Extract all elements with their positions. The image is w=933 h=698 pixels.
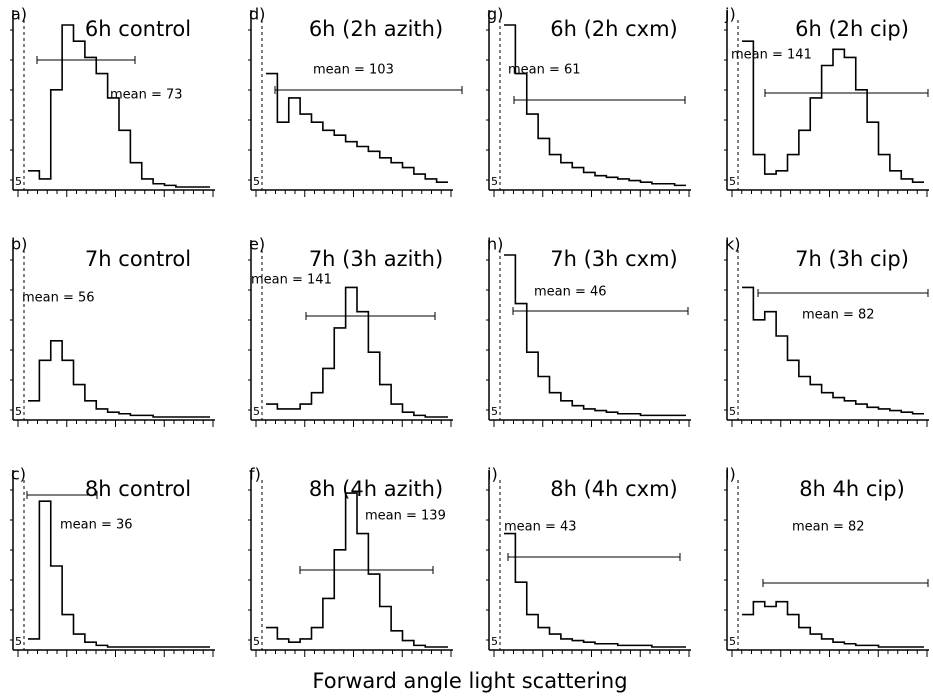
panel-title: 7h (3h cxm) [550, 247, 678, 271]
panel-label: l) [725, 465, 736, 484]
panel-title: 8h 4h cip) [799, 477, 905, 501]
panel-label: c) [11, 465, 26, 484]
corner-label: 5 [729, 175, 736, 188]
annotation: mean = 139 [365, 509, 446, 524]
histogram [504, 24, 686, 187]
histogram [266, 72, 448, 183]
panel-title: 8h (4h azith) [309, 477, 443, 501]
panel-title: 6h (2h cip) [795, 17, 909, 41]
corner-label: 5 [729, 405, 736, 418]
panel-label: e) [249, 235, 265, 254]
x-axis-label: Forward angle light scattering [312, 669, 627, 693]
histogram [266, 286, 448, 418]
annotation: mean = 103 [313, 63, 394, 78]
histogram [28, 340, 210, 418]
annotation: mean = 61 [508, 63, 581, 78]
histogram [742, 40, 924, 183]
panel-label: k) [725, 235, 741, 254]
corner-label: 5 [729, 635, 736, 648]
annotation: mean = 141 [251, 273, 332, 288]
panel-title: 6h (2h cxm) [550, 17, 678, 41]
panel-title: 7h (3h azith) [309, 247, 443, 271]
panel-label: d) [249, 5, 265, 24]
panel-label: j) [724, 5, 736, 24]
histogram [504, 532, 686, 648]
annotation: mean = 141 [731, 48, 812, 63]
histogram [28, 500, 210, 648]
histogram [742, 600, 924, 648]
panel-label: f) [249, 465, 261, 484]
panel-title: 7h control [85, 247, 191, 271]
corner-label: 5 [253, 405, 260, 418]
corner-label: 5 [491, 175, 498, 188]
panel-title: 7h (3h cip) [795, 247, 909, 271]
annotation: mean = 46 [534, 285, 607, 300]
annotation: mean = 36 [60, 518, 133, 533]
corner-label: 5 [491, 635, 498, 648]
corner-label: 5 [253, 175, 260, 188]
annotation: mean = 73 [110, 88, 183, 103]
panel-title: 8h control [85, 477, 191, 501]
histogram [504, 254, 686, 417]
panel-title: 6h (2h azith) [309, 17, 443, 41]
panel-label: b) [11, 235, 27, 254]
panel-label: i) [487, 465, 498, 484]
corner-label: 5 [15, 175, 22, 188]
panel-label: g) [487, 5, 503, 24]
panel-title: 8h (4h cxm) [550, 477, 678, 501]
corner-label: 5 [15, 405, 22, 418]
panel-label: h) [487, 235, 503, 254]
annotation: mean = 82 [792, 520, 865, 535]
histogram [28, 24, 210, 188]
corner-label: 5 [253, 635, 260, 648]
annotation: mean = 56 [22, 291, 95, 306]
histogram [742, 286, 924, 415]
panel-label: a) [11, 5, 27, 24]
annotation: mean = 82 [802, 308, 875, 323]
histogram [266, 492, 448, 648]
annotation: mean = 43 [504, 520, 577, 535]
corner-label: 5 [491, 405, 498, 418]
panel-title: 6h control [85, 17, 191, 41]
corner-label: 5 [15, 635, 22, 648]
